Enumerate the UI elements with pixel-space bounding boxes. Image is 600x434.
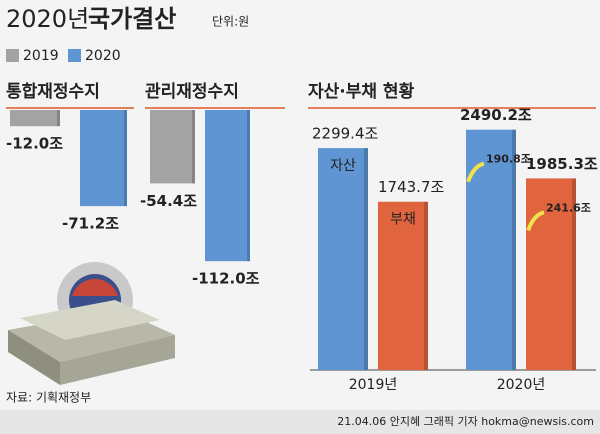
value-label: -112.0조 xyxy=(192,270,260,288)
bar xyxy=(526,178,576,370)
credit: 21.04.06 안지혜 그래픽 기자 hokma@newsis.com xyxy=(337,415,594,428)
legend-swatch xyxy=(68,49,81,62)
value-label: 1743.7조 xyxy=(378,178,444,196)
money-illustration xyxy=(8,262,175,385)
value-label: -12.0조 xyxy=(6,135,63,153)
bar-edge xyxy=(364,148,368,370)
bar-edge xyxy=(124,110,127,207)
x-tick-label: 2019년 xyxy=(349,377,398,393)
bar xyxy=(466,129,516,370)
title: 2020년 xyxy=(6,5,89,33)
section-title: 자산·부채 현황 xyxy=(308,82,415,102)
change-label: 190.8조 xyxy=(486,153,531,166)
footer-bar xyxy=(0,410,600,434)
bar xyxy=(318,148,368,370)
bar xyxy=(10,110,60,127)
x-tick-label: 2020년 xyxy=(497,377,546,393)
unit: 단위:원 xyxy=(212,15,249,29)
bar xyxy=(150,110,195,184)
bar xyxy=(80,110,127,207)
series-label: 자산 xyxy=(330,158,356,174)
value-label: 2490.2조 xyxy=(460,106,532,124)
bar-edge xyxy=(572,178,576,370)
arrow xyxy=(466,161,485,183)
change-label: 241.6조 xyxy=(546,201,591,214)
bar-edge xyxy=(57,110,60,127)
bar-edge xyxy=(424,201,428,370)
bar xyxy=(378,201,428,370)
arrow xyxy=(526,210,545,232)
value-label: 2299.4조 xyxy=(312,125,378,143)
bar-edge xyxy=(512,129,516,370)
legend-label: 2019 xyxy=(23,48,59,64)
series-label: 부채 xyxy=(390,212,416,228)
bar-edge xyxy=(247,110,250,262)
value-label: -71.2조 xyxy=(62,215,119,233)
section-title: 통합재정수지 xyxy=(6,81,100,102)
bar xyxy=(205,110,250,262)
bar-edge xyxy=(192,110,195,184)
section-title: 관리재정수지 xyxy=(145,82,239,102)
source: 자료: 기획재정부 xyxy=(6,391,91,405)
value-label: -54.4조 xyxy=(140,192,197,210)
title-bold: 국가결산 xyxy=(88,5,176,33)
legend-label: 2020 xyxy=(85,48,121,64)
value-label: 1985.3조 xyxy=(526,155,598,173)
legend-swatch xyxy=(6,49,19,62)
